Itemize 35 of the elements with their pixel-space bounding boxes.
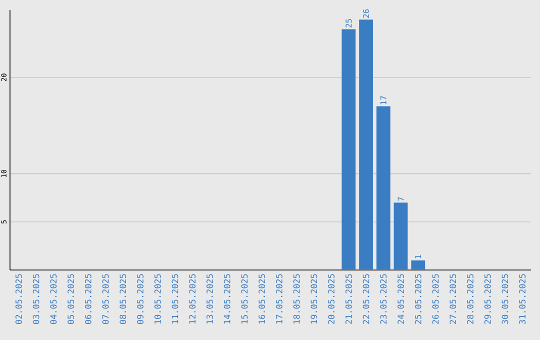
x-tick-label: 04.05.2025: [50, 274, 57, 324]
x-tick-label: 20.05.2025: [328, 274, 334, 324]
x-tick-label: 10.05.2025: [154, 274, 161, 324]
x-tick-label: 07.05.2025: [102, 274, 109, 324]
x-tick-label: 13.05.2025: [206, 274, 213, 324]
x-tick-label: 03.05.2025: [32, 274, 40, 324]
x-tick-label: 02.05.2025: [15, 274, 22, 324]
bar: [359, 20, 373, 270]
x-tick-label: 28.05.2025: [467, 274, 474, 324]
x-tick-label: 23.05.2025: [380, 274, 387, 324]
x-tick-label: 31.05.2025: [519, 274, 526, 324]
bar: [376, 106, 390, 270]
bar: [411, 260, 426, 270]
x-tick-label: 26.05.2025: [432, 274, 439, 324]
x-tick-label: 15.05.2025: [241, 274, 248, 324]
bar: [394, 202, 408, 270]
x-tick-label: 19.05.2025: [310, 274, 318, 324]
x-tick-label: 06.05.2025: [84, 274, 92, 324]
x-tick-label: 25.05.2025: [414, 274, 422, 324]
x-tick-label: 22.05.2025: [362, 274, 370, 324]
bar: [342, 29, 356, 270]
x-tick-label: 30.05.2025: [502, 274, 508, 324]
x-tick-label: 24.05.2025: [398, 274, 404, 324]
x-tick-label: 11.05.2025: [172, 274, 178, 324]
x-tick-label: 05.05.2025: [68, 274, 74, 324]
x-tick-label: 09.05.2025: [137, 274, 144, 324]
x-tick-label: 12.05.2025: [189, 274, 196, 324]
x-tick-label: 17.05.2025: [276, 274, 282, 324]
x-tick-label: 18.05.2025: [293, 274, 300, 324]
x-tick-label: 16.05.2025: [258, 274, 266, 324]
x-tick-label: 29.05.2025: [484, 274, 491, 324]
x-tick-label: 14.05.2025: [224, 274, 230, 324]
x-tick-label: 27.05.2025: [450, 274, 456, 324]
x-tick-label: 21.05.2025: [345, 274, 352, 324]
x-tick-label: 08.05.2025: [120, 274, 126, 324]
